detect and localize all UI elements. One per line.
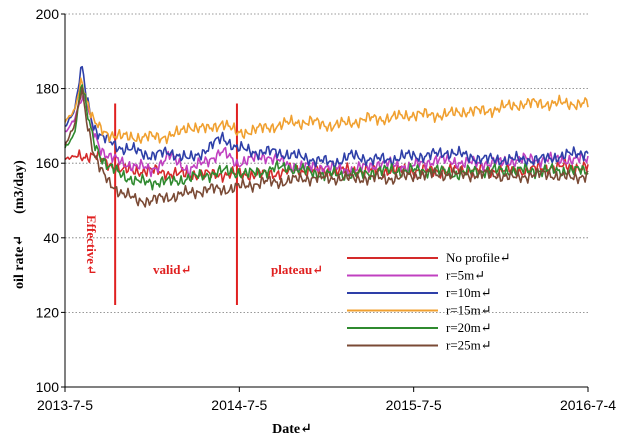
y-tick-label: 40 bbox=[43, 230, 59, 246]
x-tick-label: 2015-7-5 bbox=[386, 397, 442, 413]
x-tick-label: 2013-7-5 bbox=[37, 397, 93, 413]
y-axis-title: oil rate↵ (m3/day) bbox=[12, 160, 27, 289]
legend-label: r=15m↵ bbox=[446, 303, 492, 318]
y-axis-title-part: oil rate↵ bbox=[12, 235, 27, 289]
legend-label: No profile↵ bbox=[446, 250, 511, 265]
series-line bbox=[64, 86, 589, 208]
phase-label-valid: valid↵ bbox=[153, 262, 191, 277]
legend-label: r=25m↵ bbox=[446, 338, 492, 353]
x-tick-label: 2016-7-4 bbox=[560, 397, 616, 413]
y-tick-label: 100 bbox=[36, 379, 60, 395]
series-line bbox=[64, 65, 589, 170]
phase-markers: Effective↵ valid↵ plateau↵ bbox=[84, 103, 323, 305]
y-tick-label: 120 bbox=[36, 304, 60, 320]
legend-label: r=10m↵ bbox=[446, 285, 492, 300]
x-tick-label: 2014-7-5 bbox=[211, 397, 267, 413]
series-line bbox=[64, 91, 589, 178]
legend: No profile↵ r=5m↵ r=10m↵ r=15m↵ r=20m↵ r=25m↵ bbox=[347, 250, 511, 353]
axes bbox=[61, 13, 589, 392]
series-line bbox=[64, 84, 589, 191]
y-tick-label: 160 bbox=[36, 155, 60, 171]
series-line bbox=[64, 77, 589, 145]
legend-label: r=20m↵ bbox=[446, 320, 492, 335]
series-lines bbox=[64, 65, 589, 208]
legend-label: r=5m↵ bbox=[446, 268, 485, 283]
y-axis-title-part: (m3/day) bbox=[12, 160, 27, 214]
y-tick-label: 180 bbox=[36, 81, 60, 97]
phase-label-effective: Effective↵ bbox=[84, 215, 99, 275]
y-tick-label: 200 bbox=[36, 6, 60, 22]
tick-labels: 100 120 40 160 180 200 2013-7-5 2014-7-5 2015-7-… bbox=[36, 6, 617, 413]
x-axis-title: Date↵ bbox=[272, 422, 312, 437]
phase-label-plateau: plateau↵ bbox=[271, 262, 323, 277]
